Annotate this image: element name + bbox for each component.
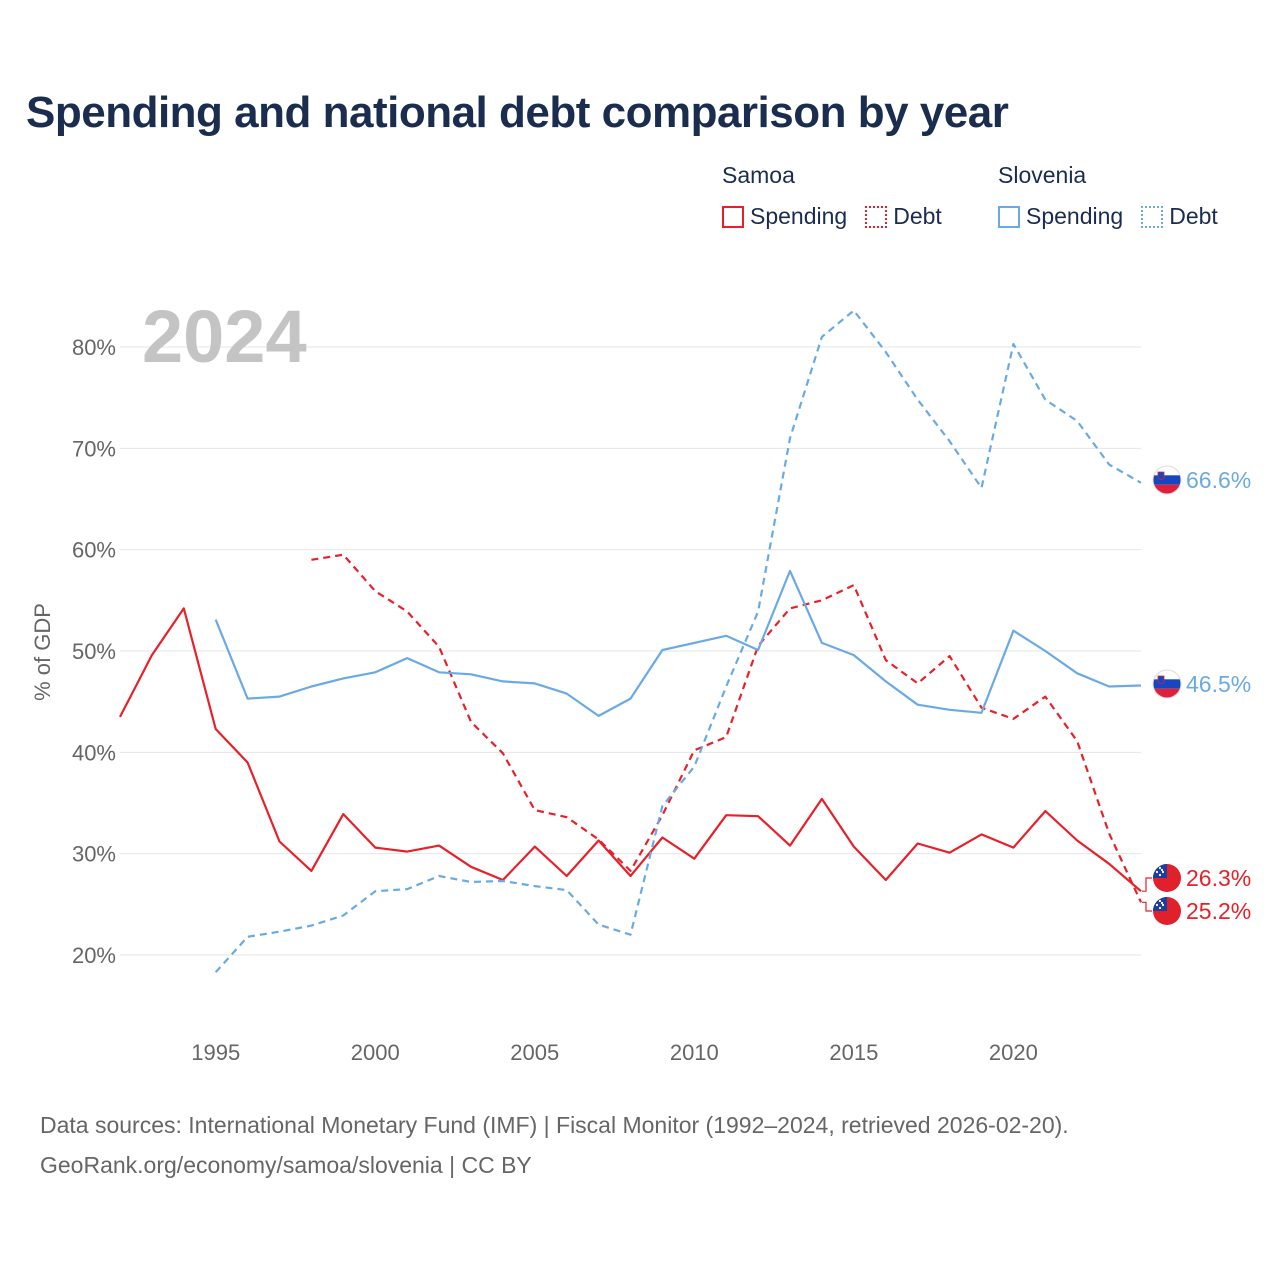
chart-title: Spending and national debt comparison by… bbox=[26, 88, 1009, 137]
end-value-label: 26.3% bbox=[1186, 865, 1251, 891]
y-tick-label: 30% bbox=[72, 842, 116, 867]
axes: 20% 30% 40% 50% 60% 70% 80% 1995 2000 2005 2010 201… bbox=[30, 335, 1038, 1065]
samoa-flag-icon bbox=[1153, 864, 1181, 892]
series-line-slovenia-debt[interactable] bbox=[214, 309, 1142, 973]
end-value-label: 66.6% bbox=[1186, 467, 1251, 493]
samoa-debt-swatch bbox=[865, 205, 888, 228]
x-tick-label: 2000 bbox=[351, 1040, 400, 1065]
legend-slovenia-country: Slovenia bbox=[998, 162, 1087, 188]
end-value-label: 25.2% bbox=[1186, 898, 1251, 924]
y-tick-label: 20% bbox=[72, 943, 116, 968]
slovenia-flag-icon bbox=[1152, 669, 1182, 699]
end-label-connector bbox=[1142, 877, 1152, 892]
x-tick-label: 2010 bbox=[670, 1040, 719, 1065]
end-labels: 26.3% 25.2% 46.5% 66.6% bbox=[1142, 465, 1251, 925]
legend-samoa-spending-label: Spending bbox=[750, 203, 848, 229]
y-tick-label: 80% bbox=[72, 335, 116, 360]
data-sources: Data sources: International Monetary Fun… bbox=[40, 1105, 1069, 1185]
series-line-samoa-debt[interactable] bbox=[311, 553, 1142, 903]
x-tick-label: 2020 bbox=[989, 1040, 1038, 1065]
year-watermark: 2024 bbox=[142, 295, 307, 378]
grid bbox=[120, 346, 1141, 956]
legend-samoa-debt[interactable]: Debt bbox=[865, 203, 942, 230]
legend-samoa-spending[interactable]: Spending bbox=[722, 203, 847, 230]
x-tick-label: 2005 bbox=[510, 1040, 559, 1065]
legend-samoa: Samoa Spending Debt bbox=[722, 162, 942, 230]
y-tick-label: 60% bbox=[72, 538, 116, 563]
slovenia-flag-icon bbox=[1152, 465, 1182, 495]
legend-slovenia: Slovenia Spending Debt bbox=[998, 162, 1218, 230]
legend-slovenia-spending-label: Spending bbox=[1026, 203, 1124, 229]
series-line-samoa-spending[interactable] bbox=[119, 607, 1142, 893]
x-tick-label: 1995 bbox=[191, 1040, 240, 1065]
y-tick-label: 70% bbox=[72, 436, 116, 461]
slovenia-spending-swatch bbox=[998, 205, 1020, 228]
sources-line-1: Data sources: International Monetary Fun… bbox=[40, 1112, 1069, 1138]
sources-line-2: GeoRank.org/economy/samoa/slovenia | CC … bbox=[40, 1152, 532, 1178]
end-label-connector bbox=[1142, 901, 1152, 912]
legend-samoa-debt-label: Debt bbox=[893, 203, 942, 229]
samoa-flag-icon bbox=[1153, 897, 1181, 925]
series-line-slovenia-spending[interactable] bbox=[214, 569, 1142, 717]
legend-samoa-country: Samoa bbox=[722, 162, 795, 188]
y-tick-label: 50% bbox=[72, 639, 116, 664]
slovenia-debt-swatch bbox=[1141, 205, 1164, 228]
legend-slovenia-spending[interactable]: Spending bbox=[998, 203, 1123, 230]
series-lines bbox=[119, 309, 1142, 973]
legend-slovenia-debt-label: Debt bbox=[1169, 203, 1218, 229]
end-value-label: 46.5% bbox=[1186, 671, 1251, 697]
y-axis-label: % of GDP bbox=[30, 603, 55, 701]
legend-slovenia-debt[interactable]: Debt bbox=[1141, 203, 1218, 230]
samoa-spending-swatch bbox=[722, 205, 744, 228]
x-tick-label: 2015 bbox=[829, 1040, 878, 1065]
y-tick-label: 40% bbox=[72, 740, 116, 765]
